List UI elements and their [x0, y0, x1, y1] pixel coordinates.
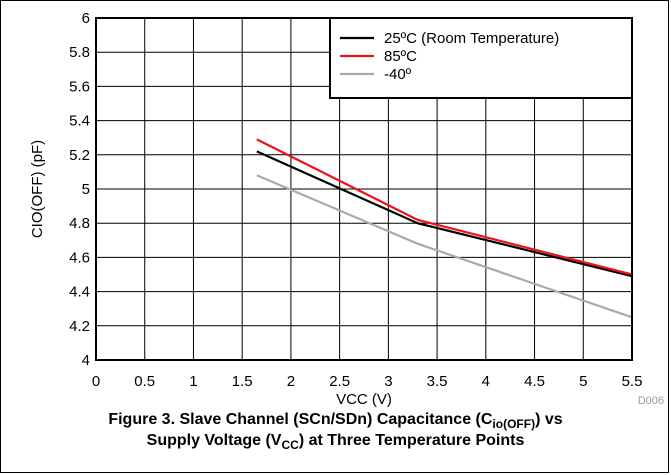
x-tick-label: 1.5: [232, 373, 253, 390]
x-tick-label: 2.5: [329, 373, 350, 390]
caption-line-2: Supply Voltage (VCC) at Three Temperatur…: [146, 432, 525, 453]
legend-label: 85ºC: [384, 48, 417, 65]
chart: 0 0.5 1 1.5 2 2.5 3 3.5 4 4.5 5 5.5 4 4.2 4.4 4.6 4.8 5 5.…: [29, 10, 664, 408]
y-tick-label: 4: [82, 352, 90, 369]
y-tick-label: 5: [82, 181, 90, 198]
x-tick-label: 0: [92, 373, 100, 390]
y-axis-label: CIO(OFF) (pF): [29, 140, 46, 238]
series-group: [256, 138, 633, 319]
x-tick-label: 3.5: [427, 373, 448, 390]
series-line: [256, 138, 633, 276]
y-tick-label: 5.4: [69, 113, 90, 130]
legend-label: -40º: [384, 66, 412, 83]
x-tick-label: 4: [482, 373, 490, 390]
y-tick-label: 4.2: [69, 318, 90, 335]
y-tick-label: 6: [82, 10, 90, 27]
y-tick-label: 4.6: [69, 249, 90, 266]
caption-line-1: Figure 3. Slave Channel (SCn/SDn) Capaci…: [108, 411, 563, 432]
y-tick-label: 5.8: [69, 44, 90, 61]
y-tick-label: 4.4: [69, 284, 90, 301]
x-tick-label: 2: [287, 373, 295, 390]
series-line: [256, 150, 633, 278]
x-tick-label: 1: [189, 373, 197, 390]
y-tick-label: 5.6: [69, 78, 90, 95]
x-tick-label: 3: [384, 373, 392, 390]
x-tick-label: 5.5: [622, 373, 643, 390]
x-tick-label: 4.5: [524, 373, 545, 390]
figure-code: D006: [638, 395, 664, 407]
legend-label: 25ºC (Room Temperature): [384, 30, 559, 47]
x-tick-label: 5: [579, 373, 587, 390]
legend-box: [329, 17, 633, 99]
y-tick-label: 4.8: [69, 215, 90, 232]
tick-labels: 0 0.5 1 1.5 2 2.5 3 3.5 4 4.5 5 5.5 4 4.2 4.4 4.6 4.8 5 5.…: [69, 10, 642, 390]
legend: 25ºC (Room Temperature)85ºC-40º: [329, 17, 633, 99]
y-tick-label: 5.2: [69, 147, 90, 164]
x-axis-label: VCC (V): [336, 391, 392, 408]
series-line: [256, 174, 633, 319]
x-tick-label: 0.5: [134, 373, 155, 390]
